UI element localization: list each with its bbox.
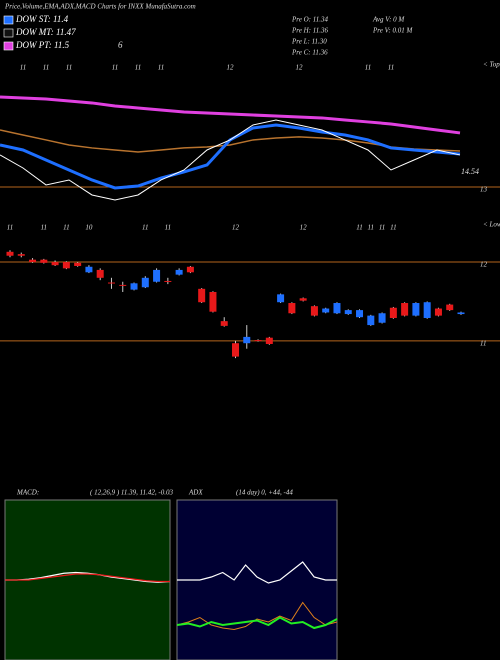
- candle-body: [107, 282, 115, 284]
- candle-body: [423, 302, 431, 318]
- x-tick-label: 12: [300, 224, 308, 232]
- legend-label: DOW MT: 11.47: [15, 27, 76, 37]
- candle-body: [220, 321, 228, 326]
- candle-body: [85, 266, 93, 273]
- stat: Pre C: 11.36: [291, 49, 328, 57]
- annotation: < Lows: [483, 221, 500, 229]
- last-value: 14.54: [461, 167, 479, 176]
- candle-body: [299, 298, 307, 301]
- candle-body: [17, 254, 25, 256]
- x-tick-label: 11: [365, 64, 371, 72]
- x-tick-label: 11: [165, 224, 171, 232]
- legend-swatch: [3, 41, 14, 51]
- panel-subtitle: (14 day) 0, +44, -44: [236, 489, 293, 497]
- candle-body: [6, 251, 14, 256]
- x-tick-label: 11: [66, 64, 72, 72]
- candle-body: [265, 337, 273, 344]
- legend-label: DOW ST: 11.4: [15, 14, 69, 24]
- x-tick-label: 12: [232, 224, 240, 232]
- candle-body: [141, 277, 149, 288]
- series-line: [176, 601, 338, 631]
- page-title: Price,Volume,EMA,ADX,MACD Charts for INX…: [4, 3, 196, 11]
- x-tick-label: 11: [356, 224, 362, 232]
- candle-body: [277, 294, 285, 303]
- candle-body: [389, 307, 397, 318]
- candle-body: [164, 280, 172, 282]
- candle-body: [209, 291, 217, 312]
- stat: Pre L: 11.30: [291, 38, 327, 46]
- x-tick-label: 10: [85, 224, 93, 232]
- x-tick-label: 11: [158, 64, 164, 72]
- candle-body: [243, 336, 251, 344]
- stat: Pre H: 11.36: [291, 27, 328, 35]
- x-tick-label: 11: [112, 64, 118, 72]
- candle-body: [367, 315, 375, 326]
- series-line: [5, 573, 170, 583]
- x-tick-label: 11: [20, 64, 26, 72]
- candle-body: [401, 303, 409, 316]
- y-tick-label: 13: [480, 186, 488, 194]
- x-tick-label: 11: [7, 224, 13, 232]
- stat: Pre V: 0.01 M: [372, 27, 413, 35]
- candle-body: [412, 303, 420, 316]
- candle-body: [175, 269, 183, 275]
- series-line: [5, 571, 171, 583]
- y-tick-label: 11: [480, 339, 486, 347]
- series-line: [176, 616, 338, 630]
- x-tick-label: 12: [296, 64, 304, 72]
- legend-swatch: [3, 15, 14, 25]
- x-tick-label: 11: [43, 64, 49, 72]
- candle-body: [434, 308, 442, 316]
- annotation: < Tops: [483, 61, 500, 69]
- candle-body: [232, 343, 239, 357]
- panel-title: MACD:: [16, 489, 39, 497]
- candle-body: [254, 340, 262, 342]
- legend-swatch: [3, 28, 14, 38]
- x-tick-label: 11: [388, 64, 394, 72]
- stat: Pre O: 11.34: [291, 16, 328, 24]
- x-tick-label: 11: [135, 64, 141, 72]
- panel-subtitle: ( 12,26,9 ) 11.39, 11.42, -0.03: [90, 489, 173, 497]
- candle-body: [40, 259, 48, 263]
- candle-body: [62, 262, 70, 269]
- candle-body: [446, 304, 454, 311]
- x-tick-label: 11: [368, 224, 374, 232]
- candle-body: [130, 283, 138, 290]
- series-line: [0, 119, 461, 201]
- candle-body: [344, 310, 352, 315]
- candle-body: [310, 306, 318, 316]
- x-tick-label: 12: [227, 64, 235, 72]
- candle-body: [29, 259, 37, 263]
- stat: Avg V: 0 M: [372, 16, 405, 24]
- y-tick-label: 12: [480, 261, 488, 269]
- candle-body: [356, 310, 364, 318]
- candle-body: [378, 313, 386, 323]
- x-tick-label: 11: [379, 224, 385, 232]
- candle-body: [96, 269, 104, 278]
- candle-body: [322, 308, 330, 313]
- panel-title: ADX: [188, 489, 203, 497]
- series-line: [177, 561, 337, 584]
- series-line: [0, 95, 461, 135]
- candle-body: [198, 288, 206, 303]
- legend-label: DOW PT: 11.5: [15, 40, 70, 50]
- x-tick-label: 11: [63, 224, 69, 232]
- x-tick-label: 11: [390, 224, 396, 232]
- candle-body: [186, 266, 194, 273]
- x-tick-label: 11: [142, 224, 148, 232]
- candle-body: [457, 312, 465, 315]
- candle-body: [51, 262, 59, 266]
- candle-body: [288, 303, 296, 314]
- x-tick-label: 11: [41, 224, 47, 232]
- candle-body: [119, 284, 127, 286]
- legend-extra: 6: [118, 40, 123, 50]
- candle-body: [333, 303, 341, 314]
- candle-body: [74, 262, 82, 266]
- candle-body: [153, 269, 161, 282]
